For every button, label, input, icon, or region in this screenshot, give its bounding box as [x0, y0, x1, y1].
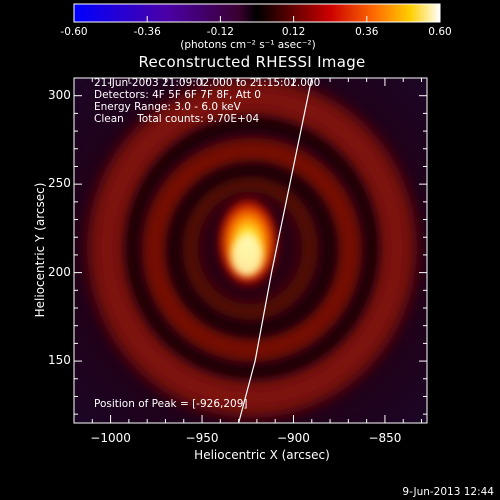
- y-tick-label: 250: [48, 176, 71, 191]
- info-method-counts: Clean Total counts: 9.70E+04: [94, 113, 260, 125]
- colorbar: [73, 3, 441, 23]
- x-tick-label: −850: [368, 431, 402, 445]
- x-axis-label: Heliocentric X (arcsec): [194, 448, 330, 462]
- y-tick-label: 150: [48, 353, 71, 368]
- reconstructed-image: [74, 78, 427, 423]
- y-axis-label: Heliocentric Y (arcsec): [33, 182, 47, 318]
- solar-limb-curve: [238, 78, 313, 423]
- x-tick-label: −1000: [90, 431, 131, 445]
- colorbar-tick-label: -0.12: [206, 26, 234, 38]
- info-energy-range: Energy Range: 3.0 - 6.0 keV: [94, 101, 241, 113]
- colorbar-tick-label: -0.36: [133, 26, 161, 38]
- y-tick-label: 300: [48, 87, 71, 102]
- colorbar-tick-label: 0.12: [281, 26, 306, 38]
- colorbar-tick-label: 0.60: [428, 26, 452, 38]
- info-time-range: 21-Jun-2003 21:09:02.000 to 21:15:02.000: [94, 77, 321, 89]
- x-tick-label: −900: [276, 431, 310, 445]
- colorbar-ticks: [73, 16, 441, 22]
- info-detectors: Detectors: 4F 5F 6F 7F 8F, Att 0: [94, 89, 261, 101]
- y-tick-label: 200: [48, 264, 71, 279]
- timestamp: 9-Jun-2013 12:44: [402, 486, 494, 498]
- peak-position-label: Position of Peak = [-926,209]: [94, 398, 248, 410]
- colorbar-tick-label: -0.60: [60, 26, 88, 38]
- colorbar-tick-label: 0.36: [355, 26, 379, 38]
- x-tick-label: −950: [185, 431, 219, 445]
- colorbar-unit-label: (photons cm⁻² s⁻¹ asec⁻²): [180, 39, 316, 51]
- axis-ticks: [73, 77, 427, 423]
- plot-frame: [73, 77, 428, 424]
- chart-title: Reconstructed RHESSI Image: [138, 53, 366, 71]
